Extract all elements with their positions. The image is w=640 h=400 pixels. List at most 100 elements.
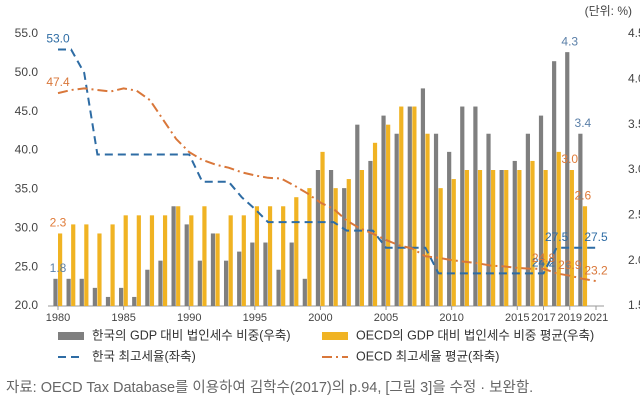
bar	[171, 206, 176, 306]
bar	[105, 296, 111, 306]
bar	[66, 278, 71, 306]
bar	[333, 188, 338, 306]
bar	[302, 278, 307, 306]
bar	[355, 124, 360, 307]
bar	[119, 287, 124, 306]
bar	[517, 170, 522, 306]
bar	[433, 133, 439, 306]
value-label: 27.5	[545, 230, 569, 244]
bar	[241, 215, 246, 306]
bar	[491, 170, 496, 306]
x-tick-label: 1990	[177, 312, 201, 324]
x-tick-label: 1995	[243, 312, 267, 324]
value-label: 4.3	[561, 34, 578, 48]
value-label: 53.0	[46, 32, 70, 46]
bar	[499, 170, 504, 306]
bar	[394, 133, 399, 306]
bar	[315, 170, 321, 306]
x-tick-label: 2010	[439, 312, 463, 324]
legend-label: 한국의 GDP 대비 법인세수 비중(우축)	[92, 328, 291, 342]
value-label: 23.9	[558, 258, 582, 272]
bar	[202, 206, 207, 306]
bar	[197, 260, 202, 306]
y2-tick-label: 2.0	[628, 253, 640, 267]
bar	[420, 88, 426, 307]
line	[58, 48, 596, 275]
bar	[328, 170, 334, 306]
bar	[538, 115, 544, 306]
bar	[447, 151, 452, 306]
bar	[110, 224, 115, 306]
bar	[184, 224, 189, 306]
value-label: 1.8	[50, 261, 67, 275]
value-label: 27.5	[584, 230, 608, 244]
bar	[237, 251, 242, 306]
bar	[289, 242, 294, 306]
bar	[79, 278, 84, 306]
y2-tick-label: 3.5	[628, 117, 640, 131]
bar	[215, 233, 220, 306]
value-label: 24.2	[532, 256, 556, 270]
bar	[307, 188, 312, 306]
value-label: 3.4	[575, 116, 592, 130]
bar	[189, 215, 194, 306]
bar	[451, 179, 456, 306]
bar	[438, 188, 443, 306]
x-tick-label: 2005	[374, 312, 398, 324]
bar	[254, 206, 260, 306]
bar	[276, 269, 281, 306]
source-note: 자료: OECD Tax Database를 이용하여 김학수(2017)의 p…	[6, 379, 533, 396]
bar	[372, 142, 378, 306]
line	[57, 87, 597, 283]
legend-label: 한국 최고세율(좌축)	[92, 349, 196, 363]
bar	[281, 206, 286, 306]
bar	[578, 133, 583, 306]
value-label: 2.3	[50, 216, 67, 230]
x-tick-label: 1985	[111, 312, 135, 324]
bar	[71, 224, 76, 306]
bar	[158, 260, 163, 306]
value-label: 2.6	[575, 188, 592, 202]
bar	[342, 188, 347, 306]
bar	[228, 215, 233, 306]
x-tick-label: 2019	[558, 312, 582, 324]
bar	[464, 170, 469, 306]
unit-note: (단위: %)	[585, 4, 632, 18]
y-tick-label: 25.0	[15, 259, 39, 273]
bar	[582, 206, 588, 306]
x-tick-label: 2021	[584, 312, 608, 324]
bar	[530, 160, 535, 306]
bar	[123, 215, 128, 306]
bar	[477, 170, 483, 306]
bar	[543, 170, 548, 306]
value-label: 3.0	[561, 152, 578, 166]
bar	[565, 52, 570, 307]
y-tick-label: 45.0	[15, 104, 39, 118]
bar	[250, 242, 255, 306]
legend-label: OECD 최고세율 평균(좌축)	[356, 349, 499, 363]
y2-tick-label: 4.0	[628, 72, 640, 86]
y2-tick-label: 3.0	[628, 162, 640, 176]
x-tick-label: 2000	[308, 312, 332, 324]
bar	[320, 151, 325, 306]
bar	[386, 124, 391, 307]
bar	[136, 215, 141, 306]
bar	[486, 133, 491, 306]
bar	[359, 170, 365, 306]
bar	[381, 115, 386, 306]
y2-tick-label: 2.5	[628, 208, 640, 222]
value-label: 47.4	[46, 75, 70, 89]
bar	[53, 278, 58, 306]
bar	[176, 206, 181, 306]
bar	[84, 224, 89, 306]
y-tick-label: 50.0	[15, 65, 39, 79]
bar	[210, 233, 216, 306]
y-tick-label: 35.0	[15, 182, 39, 196]
bar	[425, 133, 430, 306]
bar	[473, 106, 478, 307]
x-tick-label: 1980	[46, 312, 70, 324]
bar	[92, 287, 97, 306]
bar	[97, 233, 102, 306]
y-tick-label: 40.0	[15, 143, 39, 157]
